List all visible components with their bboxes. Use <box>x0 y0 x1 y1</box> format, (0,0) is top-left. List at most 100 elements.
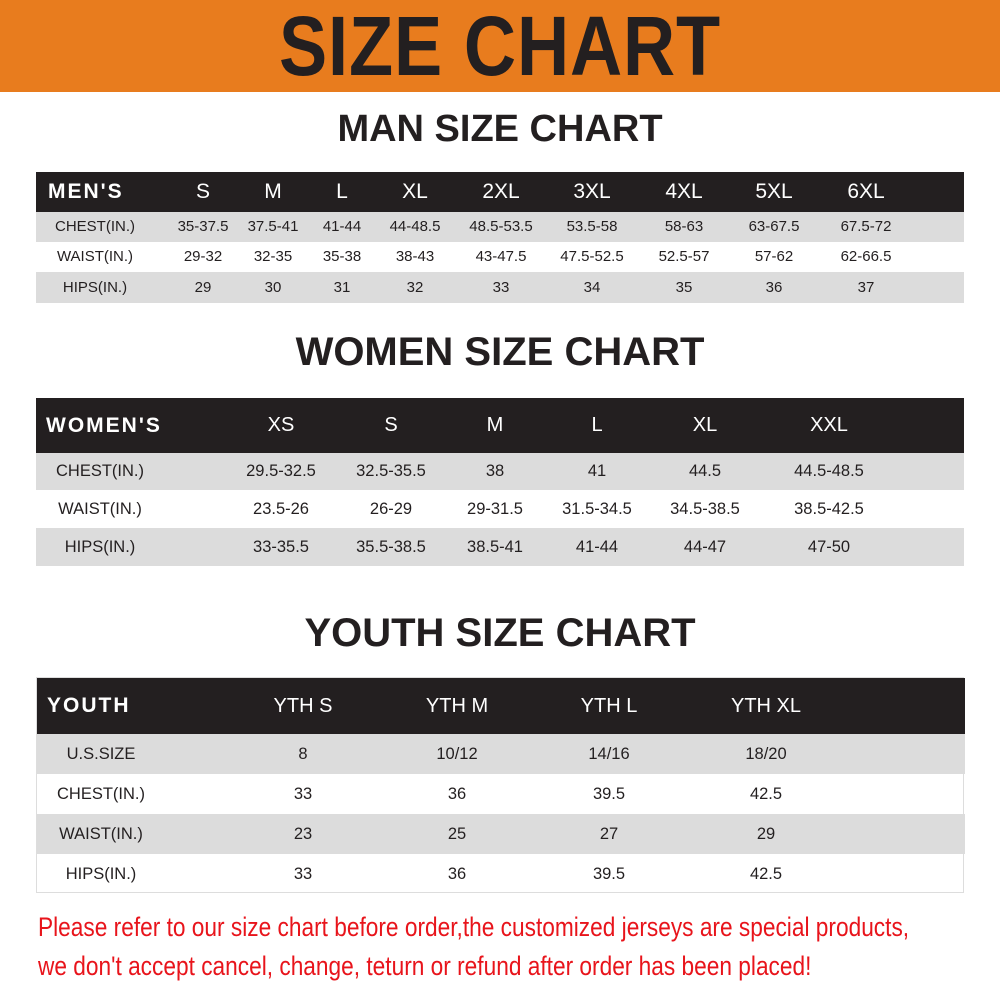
table-cell: 35.5-38.5 <box>356 538 426 556</box>
table-cell: 42.5 <box>749 785 783 803</box>
table-cell: 42.5 <box>749 865 783 883</box>
size-column-header: XL <box>692 414 718 436</box>
size-column-header: M <box>264 180 282 203</box>
table-cell: 10/12 <box>436 745 478 763</box>
youth-size-table: YOUTH YTH S YTH M YTH L YTH XL U.S.SIZE 8 10/12… <box>36 677 965 894</box>
table-cell: 37.5-41 <box>247 218 299 235</box>
table-cell: 33 <box>492 279 510 296</box>
measurement-label: WAIST(IN.) <box>58 500 142 518</box>
table-header-row: YOUTH YTH S YTH M YTH L YTH XL <box>37 678 965 734</box>
table-header-label: YOUTH <box>47 694 131 717</box>
size-column-header: S <box>195 180 211 203</box>
table-cell: 27 <box>599 825 619 843</box>
table-cell: 41-44 <box>575 538 619 556</box>
table-cell: 44.5 <box>688 462 722 480</box>
table-cell: 35 <box>675 279 693 296</box>
table-cell: 29 <box>194 279 212 296</box>
table-cell: 53.5-58 <box>566 218 618 235</box>
table-cell: 31 <box>333 279 351 296</box>
table-header-label: WOMEN'S <box>46 414 162 437</box>
table-cell: 18/20 <box>745 745 787 763</box>
table-cell: 14/16 <box>588 745 630 763</box>
measurement-label: HIPS(IN.) <box>64 538 136 556</box>
size-column-header: XXL <box>810 414 848 436</box>
table-cell: 58-63 <box>664 218 704 235</box>
table-cell: 41 <box>587 462 607 480</box>
table-cell: 62-66.5 <box>840 248 892 265</box>
table-row: CHEST(IN.) 29.5-32.5 32.5-35.5 38 41 44.5 44.5… <box>36 453 964 490</box>
size-column-header: S <box>384 414 398 436</box>
table-row: HIPS(IN.) 33 36 39.5 42.5 <box>37 854 965 894</box>
table-header-row: WOMEN'S XS S M L XL XXL <box>36 398 964 453</box>
table-cell: 29-31.5 <box>467 500 523 518</box>
table-cell: 23.5-26 <box>253 500 309 518</box>
table-cell: 29 <box>756 825 776 843</box>
table-row: WAIST(IN.) 23 25 27 29 <box>37 814 965 854</box>
measurement-label: HIPS(IN.) <box>65 865 137 883</box>
table-cell: 34 <box>583 279 601 296</box>
table-header-label: MEN'S <box>48 180 124 203</box>
table-cell: 37 <box>857 279 875 296</box>
table-cell: 8 <box>298 745 308 763</box>
table-cell: 32.5-35.5 <box>356 462 426 480</box>
size-column-header: L <box>336 180 348 203</box>
table-cell: 25 <box>447 825 467 843</box>
size-column-header: 6XL <box>847 180 885 203</box>
table-cell: 33-35.5 <box>253 538 309 556</box>
size-column-header: 3XL <box>573 180 611 203</box>
table-cell: 57-62 <box>754 248 794 265</box>
measurement-label: CHEST(IN.) <box>56 462 144 480</box>
table-cell: 67.5-72 <box>840 218 892 235</box>
table-cell: 52.5-57 <box>658 248 710 265</box>
notice-line-2: we don't accept cancel, change, teturn o… <box>38 951 812 981</box>
table-cell: 30 <box>264 279 282 296</box>
measurement-label: CHEST(IN.) <box>57 785 145 803</box>
size-column-header: XS <box>267 414 295 436</box>
table-cell: 36 <box>447 865 467 883</box>
size-column-header: YTH S <box>273 695 333 717</box>
table-header-row: MEN'S S M L XL 2XL 3XL 4XL 5XL 6XL <box>36 172 964 212</box>
table-cell: 32 <box>406 279 424 296</box>
table-row: U.S.SIZE 8 10/12 14/16 18/20 <box>37 734 965 774</box>
table-cell: 44.5-48.5 <box>794 462 864 480</box>
table-cell: 63-67.5 <box>748 218 800 235</box>
size-column-header: 2XL <box>482 180 520 203</box>
table-cell: 33 <box>293 785 313 803</box>
table-cell: 47-50 <box>807 538 851 556</box>
table-cell: 29-32 <box>183 248 223 265</box>
measurement-label: U.S.SIZE <box>66 745 136 763</box>
table-cell: 48.5-53.5 <box>469 218 533 235</box>
size-column-header: 4XL <box>665 180 703 203</box>
banner: SIZE CHART <box>0 0 1000 92</box>
table-cell: 36 <box>447 785 467 803</box>
measurement-label: HIPS(IN.) <box>62 279 128 296</box>
size-column-header: L <box>591 414 603 436</box>
table-cell: 31.5-34.5 <box>562 500 632 518</box>
table-cell: 29.5-32.5 <box>246 462 316 480</box>
measurement-label: WAIST(IN.) <box>56 248 134 265</box>
table-cell: 35-38 <box>322 248 362 265</box>
table-cell: 41-44 <box>322 218 362 235</box>
table-cell: 39.5 <box>592 785 626 803</box>
table-row: WAIST(IN.) 29-32 32-35 35-38 38-43 43-47.5 47.… <box>36 242 964 272</box>
page-title: SIZE CHART <box>278 0 722 93</box>
men-title: MAN SIZE CHART <box>337 108 663 150</box>
table-cell: 33 <box>293 865 313 883</box>
table-cell: 32-35 <box>253 248 293 265</box>
table-cell: 38-43 <box>395 248 435 265</box>
measurement-label: WAIST(IN.) <box>59 825 143 843</box>
table-cell: 38.5-42.5 <box>794 500 864 518</box>
table-row: CHEST(IN.) 35-37.5 37.5-41 41-44 44-48.5 48.5… <box>36 212 964 242</box>
table-cell: 38.5-41 <box>467 538 523 556</box>
table-cell: 35-37.5 <box>177 218 229 235</box>
table-cell: 43-47.5 <box>475 248 527 265</box>
notice-line-1: Please refer to our size chart before or… <box>38 912 910 942</box>
measurement-label: CHEST(IN.) <box>55 218 135 235</box>
size-column-header: XL <box>402 180 428 203</box>
table-row: CHEST(IN.) 33 36 39.5 42.5 <box>37 774 965 814</box>
table-cell: 44-47 <box>683 538 727 556</box>
women-title: WOMEN SIZE CHART <box>295 330 705 374</box>
table-cell: 39.5 <box>592 865 626 883</box>
table-cell: 26-29 <box>369 500 413 518</box>
table-cell: 36 <box>765 279 783 296</box>
